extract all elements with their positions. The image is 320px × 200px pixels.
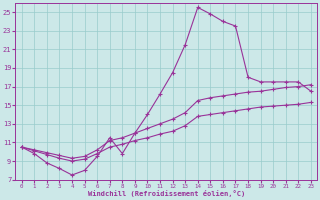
X-axis label: Windchill (Refroidissement éolien,°C): Windchill (Refroidissement éolien,°C)	[88, 190, 245, 197]
